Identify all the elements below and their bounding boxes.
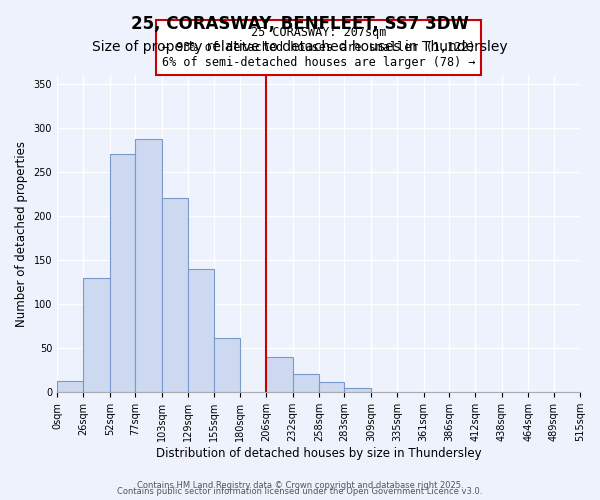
Bar [135,140,161,392]
X-axis label: Distribution of detached houses by size in Thundersley: Distribution of detached houses by size … [156,447,481,460]
Bar [293,374,319,392]
Bar [83,278,110,392]
Bar [57,381,83,392]
Bar [344,388,371,392]
Text: Size of property relative to detached houses in Thundersley: Size of property relative to detached ho… [92,40,508,54]
Bar [161,198,188,392]
Text: 25, CORASWAY, BENFLEET, SS7 3DW: 25, CORASWAY, BENFLEET, SS7 3DW [131,15,469,33]
Y-axis label: Number of detached properties: Number of detached properties [15,140,28,326]
Bar [110,154,135,392]
Text: 25 CORASWAY: 207sqm
← 93% of detached houses are smaller (1,122)
6% of semi-deta: 25 CORASWAY: 207sqm ← 93% of detached ho… [162,26,475,68]
Bar [266,357,293,392]
Bar [319,382,344,392]
Text: Contains HM Land Registry data © Crown copyright and database right 2025.: Contains HM Land Registry data © Crown c… [137,481,463,490]
Bar [214,338,240,392]
Text: Contains public sector information licensed under the Open Government Licence v3: Contains public sector information licen… [118,488,482,496]
Bar [188,269,214,392]
